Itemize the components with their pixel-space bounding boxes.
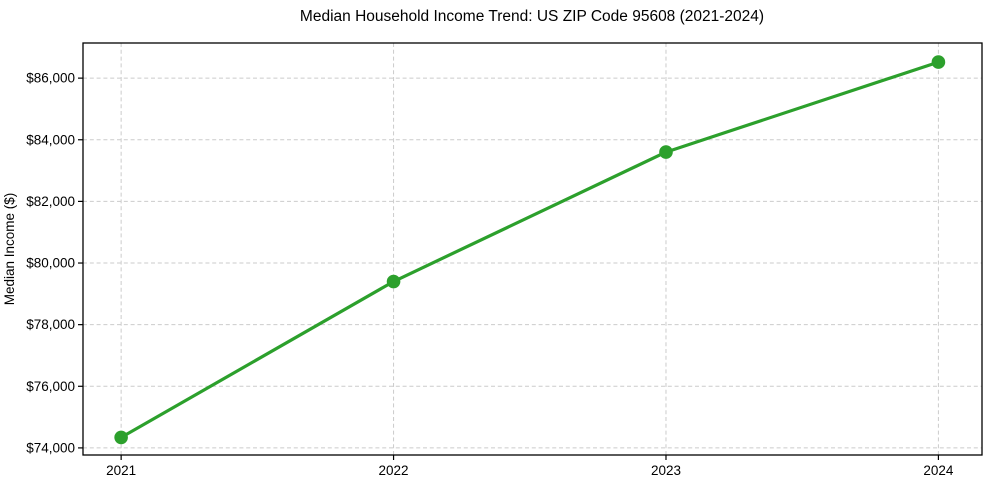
y-tick-label: $74,000 bbox=[26, 440, 75, 455]
data-point-2022 bbox=[386, 274, 401, 289]
x-tick-label: 2023 bbox=[651, 463, 681, 478]
gridlines bbox=[83, 43, 982, 455]
trend-line bbox=[119, 60, 941, 440]
axes-frame bbox=[82, 42, 983, 456]
y-tick-label: $82,000 bbox=[26, 194, 75, 209]
axis-ticks: $74,000 $76,000 $78,000 $80,000 $82,000 $84,0… bbox=[26, 71, 954, 478]
x-tick-label: 2024 bbox=[923, 463, 954, 478]
y-tick-label: $84,000 bbox=[26, 132, 75, 147]
chart-title: Median Household Income Trend: US ZIP Co… bbox=[300, 8, 764, 25]
y-axis-label: Median Income ($) bbox=[2, 193, 17, 306]
y-tick-label: $80,000 bbox=[26, 256, 75, 271]
data-point-2024 bbox=[931, 55, 946, 69]
x-tick-label: 2021 bbox=[106, 463, 136, 478]
data-point-2021 bbox=[114, 430, 128, 445]
x-tick-label: 2022 bbox=[379, 463, 409, 478]
y-tick-label: $78,000 bbox=[26, 317, 75, 332]
y-tick-label: $76,000 bbox=[26, 379, 75, 394]
data-series bbox=[114, 55, 946, 445]
y-tick-label: $86,000 bbox=[26, 71, 75, 86]
data-point-2023 bbox=[659, 145, 673, 159]
plot-border bbox=[82, 42, 983, 456]
